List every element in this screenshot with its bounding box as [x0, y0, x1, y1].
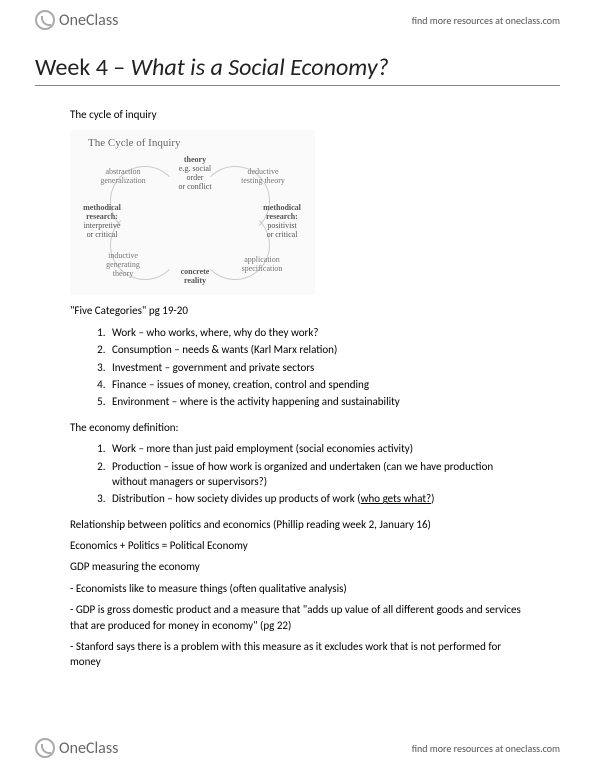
paragraph: - Economists like to measure things (oft… [70, 581, 525, 596]
diagram-title: The Cycle of Inquiry [88, 136, 181, 151]
page-footer: OneClass find more resources at oneclass… [0, 730, 595, 770]
page-header: OneClass find more resources at oneclass… [0, 0, 595, 38]
paragraph: Relationship between politics and econom… [70, 517, 525, 532]
economy-definition-heading: The economy definition: [70, 420, 525, 435]
list-item: Distribution – how society divides up pr… [108, 491, 525, 506]
diagram-node-top: theorye.g. social orderor conflict [170, 156, 220, 191]
economy-definition-list: Work – more than just paid employment (s… [108, 441, 525, 507]
logo-icon [35, 10, 55, 30]
header-tagline: find more resources at oneclass.com [412, 14, 560, 27]
title-italic: What is a Social Economy? [131, 53, 389, 82]
diagram-node-topright: deductivetesting theory [238, 168, 288, 186]
diagram-node-right: methodicalresearch:positivistor critical [256, 204, 308, 239]
list-item: Consumption – needs & wants (Karl Marx r… [108, 342, 525, 357]
list-item: Production – issue of how work is organi… [108, 459, 525, 490]
list-item: Investment – government and private sect… [108, 360, 525, 375]
paragraph: - Stanford says there is a problem with … [70, 639, 525, 670]
diagram-node-botright: applicationspecification [236, 256, 288, 274]
diagram-node-botleft: inductivegeneratingtheory [98, 252, 148, 278]
paragraph: GDP measuring the economy [70, 559, 525, 574]
diagram-node-bottom: concretereality [170, 268, 220, 286]
brand-name: OneClass [59, 739, 118, 758]
five-categories-heading: "Five Categories" pg 19-20 [70, 303, 525, 318]
paragraph: Economics + Politics = Political Economy [70, 538, 525, 553]
list-item: Environment – where is the activity happ… [108, 394, 525, 409]
paragraph: - GDP is gross domestic product and a me… [70, 602, 525, 633]
five-categories-list: Work – who works, where, why do they wor… [108, 325, 525, 410]
underlined-text: who gets what? [361, 492, 432, 505]
page-title: Week 4 – What is a Social Economy? [35, 53, 560, 86]
brand-logo: OneClass [35, 738, 118, 758]
intro-line: The cycle of inquiry [70, 107, 525, 122]
cycle-of-inquiry-diagram: The Cycle of Inquiry theorye.g. social o… [70, 130, 315, 295]
logo-icon [35, 738, 55, 758]
list-item: Work – who works, where, why do they wor… [108, 325, 525, 340]
brand-name: OneClass [59, 11, 118, 30]
diagram-node-topleft: abstractiongeneralization [98, 168, 148, 186]
footer-tagline: find more resources at oneclass.com [412, 742, 560, 755]
list-item: Work – more than just paid employment (s… [108, 441, 525, 456]
list-item: Finance – issues of money, creation, con… [108, 377, 525, 392]
diagram-node-left: methodicalresearch:interpretiveor critic… [76, 204, 128, 239]
title-prefix: Week 4 – [35, 53, 131, 82]
document-body: The cycle of inquiry The Cycle of Inquir… [0, 91, 595, 686]
brand-logo: OneClass [35, 10, 118, 30]
